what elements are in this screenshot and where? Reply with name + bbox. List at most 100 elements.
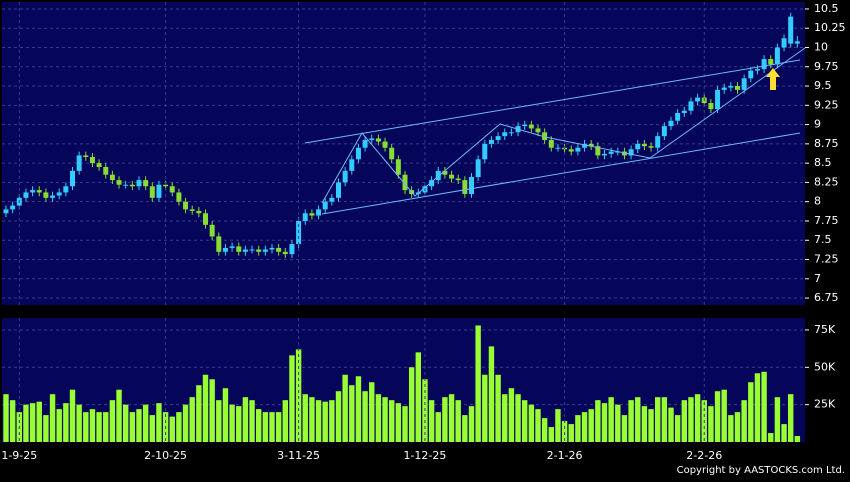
volume-bar bbox=[369, 382, 375, 442]
volume-bar bbox=[103, 412, 109, 442]
candle-body bbox=[668, 120, 674, 127]
candle-body bbox=[349, 159, 355, 171]
y-tick-label: 25K bbox=[814, 398, 836, 411]
candle-body bbox=[608, 151, 614, 154]
candle-body bbox=[89, 156, 95, 164]
candle-body bbox=[741, 78, 747, 90]
candle-body bbox=[548, 140, 554, 148]
candle-body bbox=[36, 190, 42, 193]
y-tick-label: 10.5 bbox=[814, 2, 839, 15]
candle-body bbox=[542, 132, 548, 141]
candle-body bbox=[63, 186, 69, 193]
volume-bar bbox=[555, 409, 561, 442]
candle-body bbox=[488, 140, 494, 144]
volume-bar bbox=[89, 409, 96, 442]
candle-body bbox=[655, 136, 661, 148]
channel-upper bbox=[304, 59, 801, 144]
candle-body bbox=[389, 147, 395, 160]
volume-bar bbox=[754, 373, 761, 442]
candle-body bbox=[83, 155, 89, 157]
volume-bar bbox=[635, 397, 641, 442]
volume-bar bbox=[49, 394, 56, 442]
candle-body bbox=[43, 192, 49, 198]
y-tick-label: 10 bbox=[814, 40, 828, 53]
candle-body bbox=[788, 16, 794, 44]
y-tick-label: 75K bbox=[814, 323, 836, 336]
volume-bar bbox=[236, 406, 242, 442]
candle-body bbox=[116, 180, 122, 185]
candle-body bbox=[3, 209, 9, 214]
volume-bar bbox=[641, 406, 648, 442]
price-panel bbox=[2, 2, 805, 305]
volume-bar bbox=[714, 391, 721, 442]
volume-bar bbox=[109, 400, 116, 442]
volume-bar bbox=[362, 391, 368, 442]
volume-bar bbox=[315, 400, 322, 442]
candle-body bbox=[70, 170, 75, 187]
volume-bar bbox=[389, 400, 395, 442]
volume-bar bbox=[435, 412, 441, 442]
candle-body bbox=[362, 140, 368, 148]
candle-body bbox=[588, 143, 594, 147]
volume-bar bbox=[462, 415, 468, 442]
candle-body bbox=[236, 246, 242, 252]
volume-bar bbox=[43, 415, 49, 442]
volume-bar bbox=[282, 400, 288, 442]
volume-bar bbox=[156, 403, 162, 442]
volume-bar bbox=[209, 379, 215, 442]
volume-bar bbox=[275, 412, 282, 442]
candle-body bbox=[196, 210, 202, 214]
x-tick-label: 2-10-25 bbox=[144, 449, 187, 462]
candle-body bbox=[103, 166, 109, 175]
volume-bar bbox=[395, 403, 402, 442]
volume-bar bbox=[355, 376, 362, 442]
y-tick-label: 8 bbox=[814, 195, 821, 208]
candle-body bbox=[695, 97, 701, 102]
x-tick-label: 1-9-25 bbox=[1, 449, 37, 462]
volume-bar bbox=[182, 404, 189, 442]
candle-body bbox=[535, 128, 541, 133]
candle-body bbox=[555, 147, 561, 149]
volume-bar bbox=[482, 374, 488, 442]
candle-body bbox=[455, 178, 461, 181]
volume-bar bbox=[83, 412, 89, 442]
candle-body bbox=[635, 143, 641, 150]
x-tick-label: 3-11-25 bbox=[277, 449, 320, 462]
candle-body bbox=[302, 213, 308, 221]
candle-body bbox=[163, 184, 169, 187]
volume-bar bbox=[169, 416, 175, 442]
candle-body bbox=[688, 101, 694, 111]
volume-bar bbox=[522, 400, 528, 442]
y-tick-label: 8.5 bbox=[814, 156, 832, 169]
volume-bar bbox=[575, 415, 581, 442]
candle-body bbox=[149, 186, 155, 198]
y-tick-label: 9 bbox=[814, 118, 821, 131]
volume-bar bbox=[595, 400, 601, 442]
candle-body bbox=[761, 59, 767, 70]
volume-bar bbox=[588, 409, 594, 442]
channel-lower bbox=[321, 132, 801, 215]
volume-bar bbox=[189, 397, 195, 442]
volume-bar bbox=[708, 406, 714, 442]
candle-body bbox=[482, 143, 488, 160]
candle-body bbox=[336, 182, 341, 198]
candle-body bbox=[628, 149, 634, 156]
candle-body bbox=[728, 86, 734, 88]
candle-body bbox=[735, 86, 740, 90]
volume-bar bbox=[402, 406, 408, 442]
volume-bar bbox=[69, 389, 76, 442]
volume-bar bbox=[794, 436, 801, 442]
volume-bar bbox=[149, 415, 155, 442]
volume-bar bbox=[468, 406, 475, 442]
volume-bar bbox=[502, 394, 508, 442]
candle-body bbox=[216, 236, 222, 252]
volume-bar bbox=[655, 397, 661, 442]
marks: 6.75 7 7.25 7.5 7.75 8 8.25 8.5 8.75 9 9.25 9.5 9.75… bbox=[1, 2, 845, 462]
volume-bar bbox=[349, 385, 355, 442]
volume-bar bbox=[242, 397, 249, 442]
candle-body bbox=[794, 41, 800, 44]
volume-bar bbox=[442, 397, 448, 442]
volume-bar bbox=[196, 385, 202, 442]
candle-body bbox=[229, 246, 235, 248]
candle-body bbox=[169, 186, 175, 193]
